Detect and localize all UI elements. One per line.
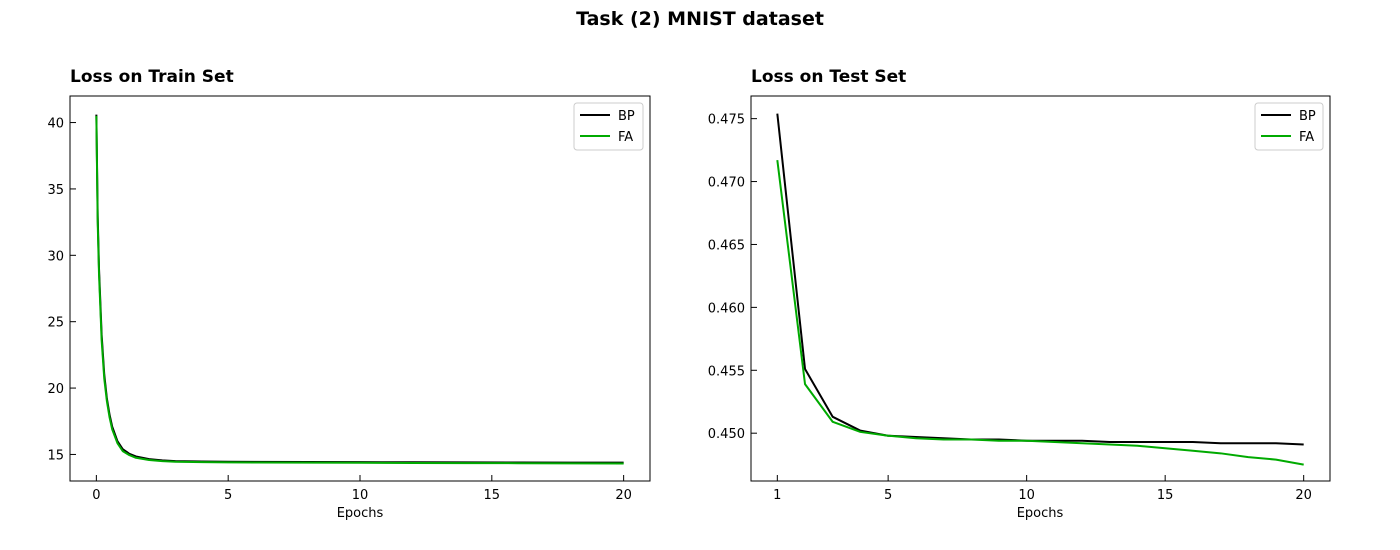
test-legend: BP FA: [1254, 102, 1324, 151]
train-plot-area: [95, 114, 624, 465]
test-y-tick-label: 0.460: [708, 301, 745, 316]
test-series-bp-line: [776, 113, 1304, 446]
train-y-tick-label: 20: [47, 382, 64, 397]
train-series-bp-line: [95, 114, 624, 464]
test-y-tick-label: 0.450: [708, 427, 745, 442]
train-panel-title: Loss on Train Set: [70, 67, 234, 87]
train-y-tick-label: 35: [47, 183, 64, 198]
test-x-tick-label: 20: [1295, 488, 1312, 503]
test-y-tick-label: 0.455: [708, 364, 745, 379]
test-x-axis-label: Epochs: [1017, 506, 1064, 521]
train-ticks: 0 5 10 15 20 15 20 25 30 35 40: [47, 117, 631, 503]
test-loss-panel: Loss on Test Set Epochs 1 5 10 15 200.4500.4…: [708, 67, 1331, 521]
train-plot-frame: [69, 95, 651, 482]
train-y-tick-label: 15: [47, 448, 64, 463]
test-x-tick-label: 15: [1157, 488, 1174, 503]
test-x-tick-label: 1: [773, 488, 781, 503]
train-legend: BP FA: [573, 102, 644, 151]
test-legend-fa-label: FA: [1299, 130, 1314, 145]
train-x-tick-label: 15: [484, 488, 501, 503]
train-x-tick-label: 10: [352, 488, 369, 503]
test-plot-frame: [750, 95, 1331, 482]
test-x-tick-label: 10: [1018, 488, 1035, 503]
train-y-tick-label: 30: [47, 249, 64, 264]
train-loss-panel: Loss on Train Set Epochs 0 5 10 15 20 15 20 25 3…: [47, 67, 651, 521]
train-y-tick-label: 25: [47, 316, 64, 331]
test-y-tick-label: 0.475: [708, 113, 745, 128]
train-x-axis-label: Epochs: [337, 506, 384, 521]
test-series-fa-line: [776, 160, 1304, 466]
train-x-tick-label: 5: [224, 488, 232, 503]
train-series-fa-line: [95, 115, 624, 465]
test-panel-title: Loss on Test Set: [751, 67, 906, 87]
test-legend-bp-label: BP: [1299, 109, 1316, 124]
train-x-tick-label: 0: [92, 488, 100, 503]
test-y-tick-label: 0.465: [708, 238, 745, 253]
figure-suptitle: Task (2) MNIST dataset: [576, 8, 824, 30]
test-y-tick-label: 0.470: [708, 176, 745, 191]
test-x-tick-label: 5: [884, 488, 892, 503]
test-plot-area: [776, 113, 1304, 466]
train-legend-bp-label: BP: [618, 109, 635, 124]
train-x-tick-label: 20: [615, 488, 632, 503]
train-legend-fa-label: FA: [618, 130, 633, 145]
train-y-tick-label: 40: [47, 117, 64, 132]
